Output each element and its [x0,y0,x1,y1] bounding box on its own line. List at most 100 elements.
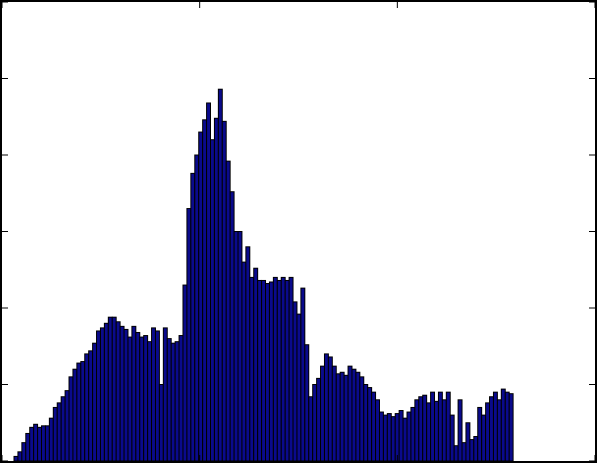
bar [492,391,498,462]
bar [25,432,31,462]
bar [386,413,392,462]
bar [96,330,101,462]
bar [323,353,329,462]
bar [202,119,208,462]
bar [217,88,223,462]
bar [166,338,172,462]
bar [489,396,494,462]
bar [312,384,318,462]
bar [123,328,129,462]
bar [394,413,400,462]
bars-group [13,88,514,462]
bar [233,231,239,462]
bar [213,117,219,462]
bar [249,276,255,462]
bar [127,336,133,462]
bar [378,411,384,462]
bar [186,208,192,462]
bar [198,131,204,462]
bar [410,406,416,462]
bar [229,191,235,462]
bar [382,414,388,462]
bar [316,377,322,462]
bar [174,341,180,462]
bar [33,423,39,462]
bar [461,442,467,462]
bar [469,439,475,462]
bar [56,402,62,462]
bar [335,373,341,462]
bar [52,406,58,462]
bar [457,399,463,462]
bar [72,368,78,462]
bar [426,402,432,462]
bar [485,402,491,462]
bar [406,411,412,462]
bar [76,362,82,462]
bar [21,442,27,462]
bar [107,316,113,462]
bar [343,374,349,462]
bar [481,414,487,462]
bar [139,336,145,462]
bar [210,139,215,462]
bar [111,316,117,462]
bar [64,390,70,462]
bar [300,287,306,462]
bar [60,396,66,462]
bar [418,396,424,462]
bar [103,322,109,462]
bar [367,387,373,462]
bar [441,399,447,462]
bar [371,391,377,462]
bar [473,436,479,462]
bar [422,394,428,462]
bar [13,455,19,462]
bar [241,261,247,462]
bar [292,301,298,462]
bar [158,384,164,462]
bar [331,365,337,462]
bar [37,426,43,462]
bar [296,313,302,462]
bar [237,231,243,462]
bar [276,279,282,462]
bar [170,342,176,462]
bar [339,371,345,462]
bar [154,330,160,462]
bar [178,335,184,462]
bar [477,406,483,462]
bar [375,399,380,462]
bar [88,350,94,462]
bar [449,414,455,462]
bar [434,400,439,462]
bar [253,267,259,462]
bar [437,391,443,462]
bar [414,399,420,462]
bar [347,365,353,462]
bar [284,279,290,462]
bar [272,276,278,462]
bar [225,160,231,462]
bar [261,279,267,462]
bar [351,368,357,462]
bar [355,371,361,462]
bar [48,417,54,462]
bar [465,422,471,462]
bar [115,321,121,462]
bar [390,416,396,462]
bar [265,283,270,462]
bar [221,120,227,462]
bar [44,425,50,462]
bar [327,356,333,462]
bar [280,276,286,462]
bar [80,361,86,462]
bar [206,102,212,462]
bar [245,246,251,462]
bar [147,341,153,462]
bar [359,376,365,462]
bar [445,391,451,462]
bar [288,276,294,462]
